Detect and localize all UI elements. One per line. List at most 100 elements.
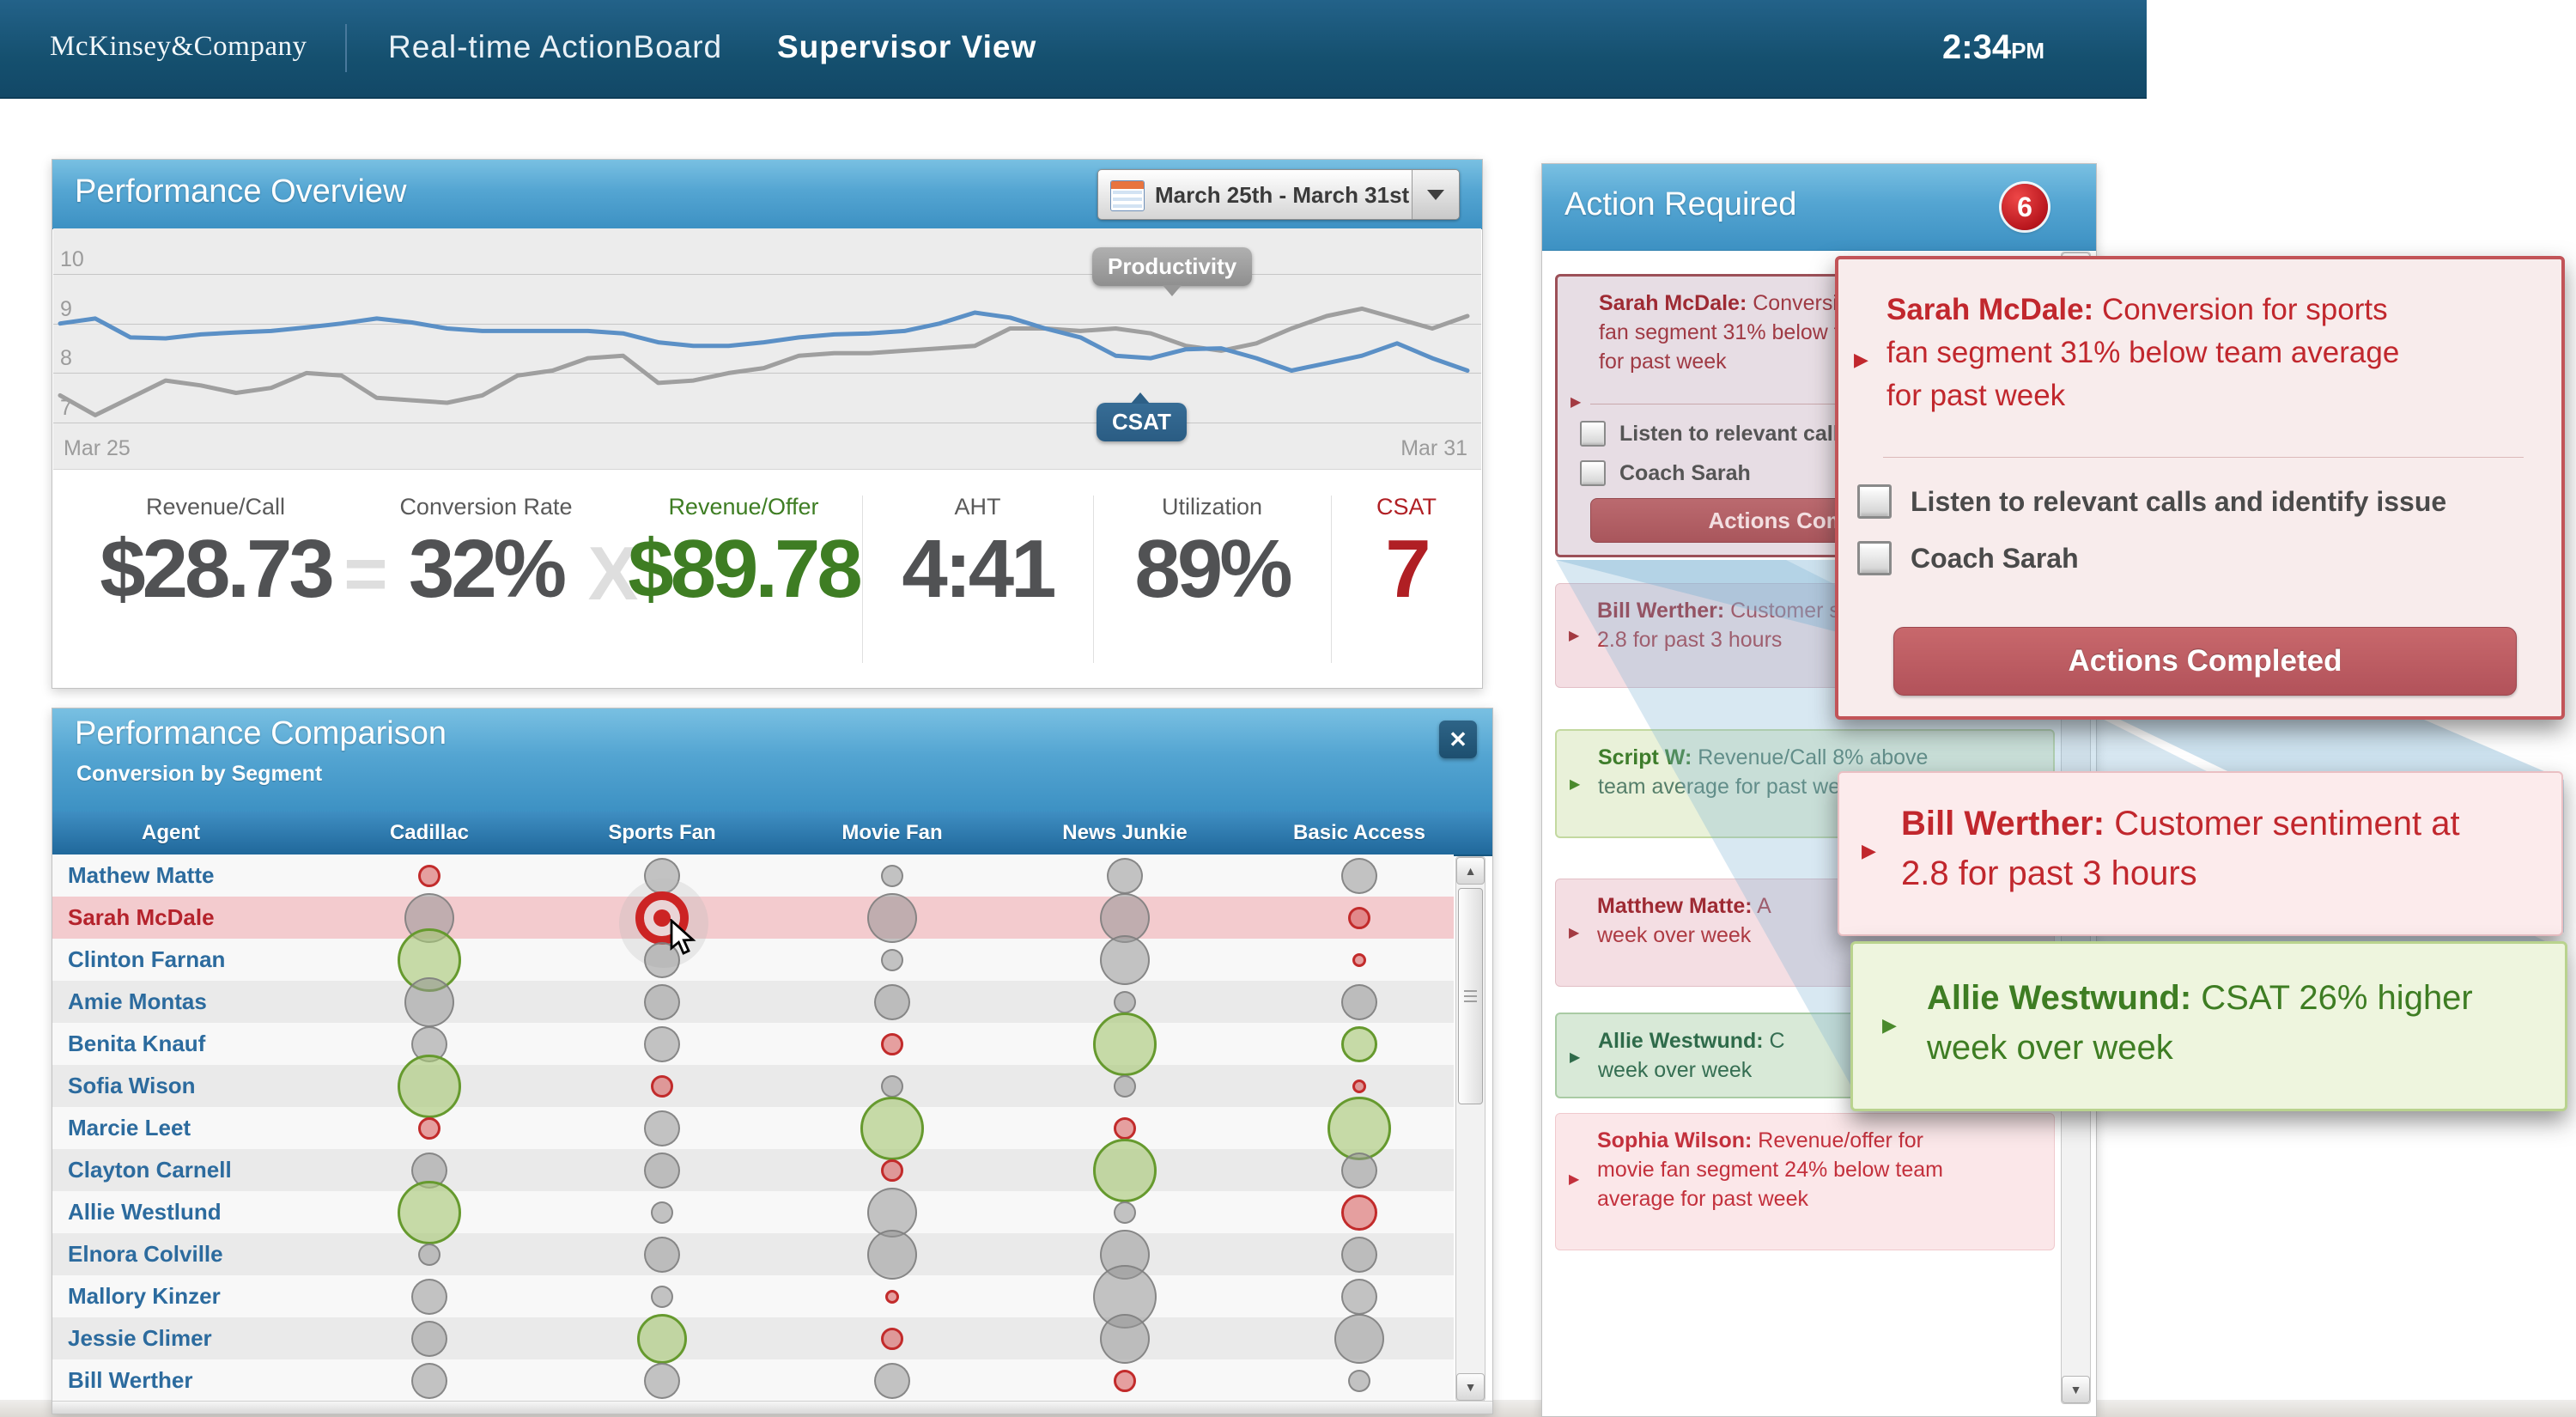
table-row[interactable]: Sofia Wison (52, 1065, 1454, 1107)
kpi-label: Revenue/Offer (668, 494, 819, 520)
kpi-revenue-call: Revenue/Call $28.73 (70, 494, 361, 617)
card-text-line: for past week (1599, 350, 1727, 374)
table-row[interactable]: Mathew Matte (52, 854, 1454, 897)
kpi-divider (1093, 496, 1094, 663)
action-card-sophia-wilson-[interactable]: ▶ Sophia Wilson: Revenue/offer for movie f… (1555, 1113, 2055, 1250)
column-header-news-junkie: News Junkie (1062, 821, 1188, 844)
card-text-line: week over week (1597, 923, 1752, 947)
agent-name: Amie Montas (68, 988, 207, 1014)
performance-comparison-title: Performance Comparison (75, 715, 447, 751)
kpi-divider (862, 496, 863, 663)
series-csat (58, 310, 1470, 373)
kpi-label: CSAT (1376, 494, 1437, 520)
popup-text-line: Allie Westwund: CSAT 26% higher (1927, 979, 2473, 1017)
card-text-line: 2.8 for past 3 hours (1597, 628, 1783, 652)
y-tick-label: 9 (60, 296, 72, 321)
agent-name-bold: Allie Westwund: (1598, 1029, 1764, 1053)
clock: 2:34PM (1942, 28, 2044, 67)
actions-completed-button[interactable]: Actions Completed (1893, 627, 2517, 696)
agent-name: Clinton Farnan (68, 946, 226, 972)
card-checkbox-row[interactable]: Coach Sarah (1580, 460, 1751, 486)
checkbox-label: Coach Sarah (1911, 542, 2079, 574)
table-row[interactable]: Amie Montas (52, 981, 1454, 1023)
popup-text-line: for past week (1886, 379, 2066, 412)
alert-count-badge: 6 (2002, 184, 2048, 230)
top-bar: McKinsey&Company Real-time ActionBoard S… (0, 0, 2147, 99)
checkbox[interactable] (1857, 484, 1892, 519)
bullet-arrow-icon: ▶ (1569, 629, 1580, 644)
checkbox[interactable] (1580, 460, 1606, 486)
table-row[interactable]: Sarah McDale (52, 897, 1454, 939)
agent-name-bold: Sarah McDale: (1599, 291, 1747, 315)
column-header-agent: Agent (142, 821, 200, 844)
bill-popup-text: Bill Werther: Customer sentiment at 2.8 f… (1901, 799, 2537, 898)
table-row[interactable]: Jessie Climer (52, 1317, 1454, 1359)
agent-name-bold: Bill Werther: (1901, 805, 2105, 842)
agent-name-bold: Matthew Matte: (1597, 894, 1753, 918)
kpi-conversion-rate: Conversion Rate 32% (379, 494, 593, 617)
table-row[interactable]: Allie Westlund (52, 1191, 1454, 1233)
sarah-mcdale-popup: ▶ Sarah McDale: Conversion for sports fan… (1835, 256, 2565, 720)
chart-lines (58, 306, 1470, 417)
table-row[interactable]: Clinton Farnan (52, 939, 1454, 981)
column-header-basic-access: Basic Access (1293, 821, 1425, 844)
kpi-value: 32% (408, 523, 567, 615)
company-logo: McKinsey&Company (50, 31, 307, 62)
agent-name: Clayton Carnell (68, 1157, 232, 1183)
kpi-label: AHT (954, 494, 1001, 520)
agent-name: Jessie Climer (68, 1325, 212, 1351)
scroll-down-icon[interactable]: ▼ (1456, 1373, 1485, 1401)
bullet-arrow-icon: ▶ (1569, 1172, 1580, 1188)
agent-name: Allie Westlund (68, 1199, 222, 1225)
close-icon[interactable]: ✕ (1439, 721, 1477, 758)
card-text: Allie Westwund: C week over week (1598, 1026, 2002, 1085)
bullet-arrow-icon: ▶ (1854, 349, 1868, 370)
gridline (53, 323, 1481, 325)
date-range-picker[interactable]: March 25th - March 31st (1097, 169, 1460, 220)
kpi-label: Conversion Rate (399, 494, 573, 520)
scroll-up-icon[interactable]: ▲ (1456, 857, 1485, 885)
column-header-cadillac: Cadillac (389, 821, 470, 844)
checkbox[interactable] (1580, 421, 1606, 447)
date-range-dropdown-button[interactable] (1412, 170, 1459, 219)
popup-text-line: week over week (1927, 1029, 2173, 1067)
column-header-movie-fan: Movie Fan (841, 821, 943, 844)
card-text-line: Matthew Matte: A (1597, 894, 1771, 918)
agent-name-bold: Allie Westwund: (1927, 979, 2192, 1017)
clock-meridiem: PM (2011, 38, 2045, 64)
table-row[interactable]: Elnora Colville (52, 1233, 1454, 1275)
scroll-down-icon[interactable]: ▼ (2062, 1376, 2090, 1403)
checkbox[interactable] (1857, 541, 1892, 575)
checkbox-label: Coach Sarah (1619, 460, 1751, 485)
card-text-line: Allie Westwund: C (1598, 1029, 1785, 1053)
table-scrollbar[interactable]: ▲ ▼ (1455, 856, 1485, 1402)
x-start-label: Mar 25 (64, 436, 131, 460)
clock-time: 2:34 (1942, 28, 2012, 66)
agent-name: Mathew Matte (68, 862, 215, 888)
header-divider (345, 24, 347, 72)
table-column-header: Agent Cadillac Sports Fan Movie Fan News Jun… (52, 812, 1492, 856)
table-row[interactable]: Marcie Leet (52, 1107, 1454, 1149)
allie-popup-text: Allie Westwund: CSAT 26% higher week over… (1927, 973, 2545, 1073)
kpi-divider (1331, 496, 1332, 663)
kpi-value: 89% (1134, 523, 1292, 615)
popup-checkbox-row[interactable]: Listen to relevant calls and identify is… (1857, 484, 2446, 519)
date-range-label: March 25th - March 31st (1155, 182, 1410, 208)
bullet-arrow-icon: ▶ (1569, 926, 1580, 941)
bullet-arrow-icon: ▶ (1570, 1050, 1581, 1066)
scrollbar-grip (1464, 990, 1477, 1002)
table-row[interactable]: Clayton Carnell (52, 1149, 1454, 1191)
performance-comparison-subtitle: Conversion by Segment (76, 762, 323, 786)
popup-checkbox-row[interactable]: Coach Sarah (1857, 541, 2079, 575)
table-row[interactable]: Mallory Kinzer (52, 1275, 1454, 1317)
kpi-row: Revenue/Call $28.73 = Conversion Rate 32% X Re… (52, 470, 1480, 687)
table-scrollbar-thumb[interactable] (1458, 888, 1483, 1104)
action-required-title: Action Required (1564, 186, 1797, 222)
table-row[interactable]: Bill Werther (52, 1359, 1454, 1402)
agent-name: Elnora Colville (68, 1241, 223, 1267)
view-title: Supervisor View (777, 29, 1037, 64)
card-text-line: movie fan segment 24% below team (1597, 1158, 1943, 1182)
app-title: Real-time ActionBoard (388, 29, 723, 64)
sarah-popup-text: Sarah McDale: Conversion for sports fan s… (1886, 289, 2539, 417)
table-row[interactable]: Benita Knauf (52, 1023, 1454, 1065)
